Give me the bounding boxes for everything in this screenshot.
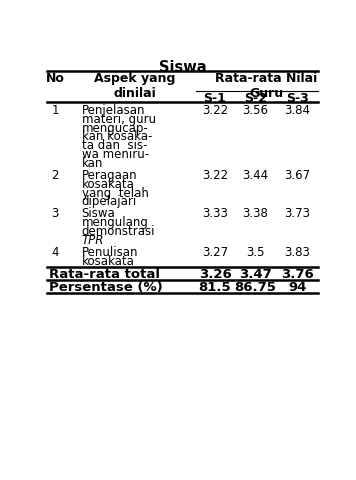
Text: 3.73: 3.73 bbox=[284, 207, 310, 220]
Text: 3.76: 3.76 bbox=[281, 268, 314, 281]
Text: Rata-rata Nilai
Guru: Rata-rata Nilai Guru bbox=[215, 72, 318, 100]
Text: Aspek yang
dinilai: Aspek yang dinilai bbox=[94, 72, 176, 100]
Text: dipelajari: dipelajari bbox=[82, 195, 137, 208]
Text: 3.22: 3.22 bbox=[202, 169, 228, 182]
Text: wa meniru-: wa meniru- bbox=[82, 148, 149, 161]
Text: 3.33: 3.33 bbox=[202, 207, 228, 220]
Text: 2: 2 bbox=[52, 169, 59, 182]
Text: mengulang: mengulang bbox=[82, 216, 148, 229]
Text: demonstrasi: demonstrasi bbox=[82, 225, 155, 238]
Text: 86.75: 86.75 bbox=[234, 281, 276, 294]
Text: mengucap-: mengucap- bbox=[82, 121, 148, 134]
Text: yang  telah: yang telah bbox=[82, 187, 148, 200]
Text: Rata-rata total: Rata-rata total bbox=[49, 268, 160, 281]
Text: Penulisan: Penulisan bbox=[82, 246, 138, 259]
Text: 3.22: 3.22 bbox=[202, 104, 228, 117]
Text: 3.44: 3.44 bbox=[242, 169, 268, 182]
Text: 81.5: 81.5 bbox=[199, 281, 231, 294]
Text: kan kosaka-: kan kosaka- bbox=[82, 131, 152, 144]
Text: No: No bbox=[46, 72, 65, 85]
Text: S-2: S-2 bbox=[244, 92, 267, 105]
Text: kan: kan bbox=[82, 157, 103, 170]
Text: 4: 4 bbox=[52, 246, 59, 259]
Text: 3.26: 3.26 bbox=[199, 268, 231, 281]
Text: 3: 3 bbox=[52, 207, 59, 220]
Text: S-3: S-3 bbox=[286, 92, 309, 105]
Text: 3.83: 3.83 bbox=[284, 246, 310, 259]
Text: Siswa: Siswa bbox=[159, 60, 206, 75]
Text: 3.27: 3.27 bbox=[202, 246, 228, 259]
Text: 3.84: 3.84 bbox=[284, 104, 310, 117]
Text: ta dan  sis-: ta dan sis- bbox=[82, 139, 147, 152]
Text: TPR: TPR bbox=[82, 234, 104, 247]
Text: S-1: S-1 bbox=[204, 92, 226, 105]
Text: Penjelasan: Penjelasan bbox=[82, 104, 145, 117]
Text: 3.47: 3.47 bbox=[239, 268, 272, 281]
Text: 3.67: 3.67 bbox=[284, 169, 310, 182]
Text: Siswa: Siswa bbox=[82, 207, 115, 220]
Text: kosakata: kosakata bbox=[82, 178, 135, 191]
Text: kosakata: kosakata bbox=[82, 255, 135, 268]
Text: 3.56: 3.56 bbox=[242, 104, 268, 117]
Text: 3.38: 3.38 bbox=[242, 207, 268, 220]
Text: Peragaan: Peragaan bbox=[82, 169, 137, 182]
Text: 94: 94 bbox=[288, 281, 306, 294]
Text: 1: 1 bbox=[52, 104, 59, 117]
Text: 3.5: 3.5 bbox=[246, 246, 265, 259]
Text: materi, guru: materi, guru bbox=[82, 113, 156, 126]
Text: Persentase (%): Persentase (%) bbox=[49, 281, 163, 294]
